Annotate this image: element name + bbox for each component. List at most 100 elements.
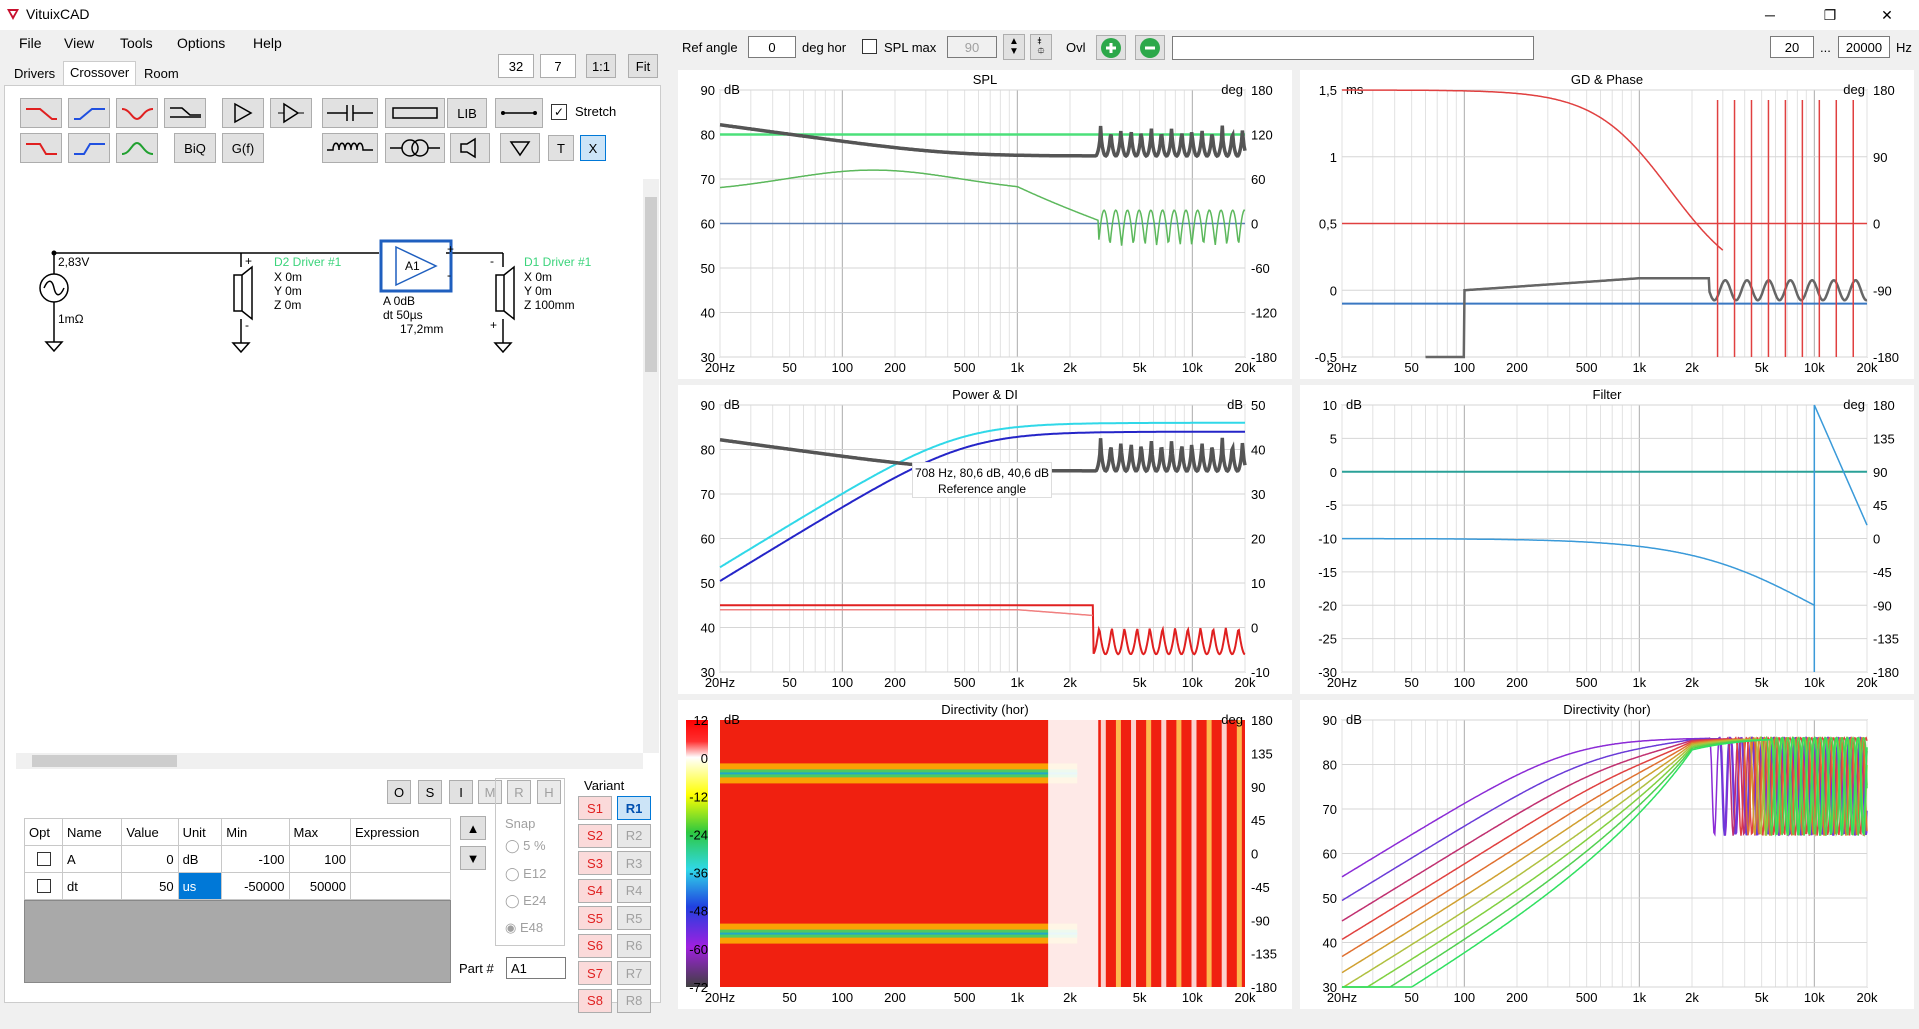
param-min[interactable]: -50000	[221, 872, 290, 900]
snap-option-e12[interactable]: ◯ E12	[505, 866, 547, 881]
variant-s7-button[interactable]: S7	[578, 961, 612, 985]
param-expression[interactable]	[350, 872, 451, 900]
minimize-button[interactable]: ─	[1765, 7, 1775, 23]
op-o-button[interactable]: O	[387, 780, 411, 804]
zoom-fit-button[interactable]: Fit	[628, 54, 658, 78]
variant-r8-button[interactable]: R8	[617, 988, 651, 1013]
ref-angle-input[interactable]	[748, 36, 796, 58]
directivity-map-plot[interactable]: Directivity (hor) 12 0 -12 -24 -36 -48 -60 -72 1…	[678, 700, 1292, 1009]
lowpass-2-button[interactable]	[20, 133, 62, 163]
op-i-button[interactable]: I	[449, 780, 473, 804]
op-m-button[interactable]: M	[478, 780, 502, 804]
param-unit[interactable]: dB	[177, 845, 223, 873]
notch-button[interactable]	[116, 98, 158, 128]
overlay-select[interactable]	[1172, 36, 1534, 60]
menu-tools[interactable]: Tools	[120, 35, 153, 51]
spl-max-checkbox[interactable]	[862, 39, 877, 54]
variant-r7-button[interactable]: R7	[617, 961, 651, 985]
biquad-button[interactable]: BiQ	[174, 133, 216, 163]
variant-r5-button[interactable]: R5	[617, 906, 651, 930]
param-value[interactable]: 50	[121, 872, 179, 900]
highpass-1-button[interactable]	[68, 98, 110, 128]
freq-max-input[interactable]	[1838, 36, 1890, 58]
menu-file[interactable]: File	[19, 35, 42, 51]
inductor-button[interactable]	[322, 133, 378, 163]
directivity-curves-plot[interactable]: Directivity (hor) 90 80 70 60 50 40 30 20Hz 50 10…	[1300, 700, 1914, 1009]
lowpass-1-button[interactable]	[20, 98, 62, 128]
menu-options[interactable]: Options	[177, 35, 226, 51]
amplifier-button[interactable]	[222, 98, 264, 128]
menu-help[interactable]: Help	[253, 35, 282, 51]
param-value[interactable]: 0	[121, 845, 179, 873]
opt-checkbox[interactable]	[37, 879, 51, 893]
variant-r1-button[interactable]: R1	[617, 796, 651, 820]
snap-option-e24[interactable]: ◯ E24	[505, 893, 547, 908]
part-input[interactable]	[506, 957, 566, 979]
text-button[interactable]: T	[548, 135, 574, 161]
move-down-button[interactable]: ▼	[460, 846, 486, 870]
transfer-function-button[interactable]: G(f)	[222, 133, 264, 163]
buffer-button[interactable]	[270, 98, 312, 128]
restore-button[interactable]: ❐	[1823, 6, 1837, 23]
variant-r2-button[interactable]: R2	[617, 823, 651, 848]
snap-option-e48[interactable]: ◉ E48	[505, 920, 544, 935]
power-di-plot[interactable]: Power & DI 90 80 70 60 50 40 30 50 40 30 20 10 0 -10 2…	[678, 385, 1292, 694]
zoom-1to1-button[interactable]: 1:1	[586, 54, 616, 78]
param-expression[interactable]	[350, 845, 451, 873]
variant-r6-button[interactable]: R6	[617, 933, 651, 958]
variant-s3-button[interactable]: S3	[578, 851, 612, 875]
spin-updown-button[interactable]: ▲ ▼	[1003, 34, 1025, 60]
param-unit[interactable]: us	[177, 872, 223, 900]
freq-min-input[interactable]	[1770, 36, 1814, 58]
spl-plot[interactable]: SPL 90 80 70 60 50 40 30 180 120 60 0 -60 -120 -180 20…	[678, 70, 1292, 379]
d2-driver-label[interactable]: D2 Driver #1	[274, 255, 342, 269]
param-max[interactable]: 50000	[288, 872, 352, 900]
spl-max-input[interactable]	[947, 36, 997, 58]
param-max[interactable]: 100	[288, 845, 352, 873]
delete-button[interactable]: X	[580, 135, 606, 161]
variant-s4-button[interactable]: S4	[578, 878, 612, 903]
capacitor-button[interactable]	[322, 98, 378, 128]
ground-button[interactable]	[500, 133, 540, 163]
zoom-value-1[interactable]: 32	[498, 54, 534, 78]
spin-limit-button[interactable]: ⯒ ⯐	[1030, 34, 1052, 60]
transformer-button[interactable]	[385, 133, 445, 163]
filter-plot[interactable]: Filter 10 5 0 -5 -10 -15 -20 -25 -30 180 135 90 45 0-…	[1300, 385, 1914, 694]
variant-s8-button[interactable]: S8	[578, 988, 612, 1013]
variant-s2-button[interactable]: S2	[578, 823, 612, 848]
highpass-2-button[interactable]	[68, 133, 110, 163]
overlay-remove-button[interactable]	[1135, 35, 1165, 60]
variant-s5-button[interactable]: S5	[578, 906, 612, 930]
snap-option-5pct[interactable]: ◯ 5 %	[505, 838, 546, 853]
d1-driver-label[interactable]: D1 Driver #1	[524, 255, 592, 269]
gd-phase-plot[interactable]: GD & Phase 1,5 1 0,5 0 -0,5 180 90 0 -90 -180 20Hz…	[1300, 70, 1914, 379]
tab-drivers[interactable]: Drivers	[14, 66, 56, 81]
amp-label[interactable]: A1	[405, 259, 420, 273]
variant-r4-button[interactable]: R4	[617, 878, 651, 903]
menu-view[interactable]: View	[64, 35, 95, 51]
bandpass-button[interactable]	[116, 133, 158, 163]
scroll-thumb[interactable]	[32, 755, 177, 767]
resistor-button[interactable]	[385, 98, 445, 128]
op-r-button[interactable]: R	[507, 780, 531, 804]
overlay-add-button[interactable]	[1096, 35, 1126, 60]
library-button[interactable]: LIB	[447, 98, 487, 128]
scroll-thumb[interactable]	[645, 197, 657, 372]
variant-r3-button[interactable]: R3	[617, 851, 651, 875]
op-h-button[interactable]: H	[537, 780, 561, 804]
opt-checkbox[interactable]	[37, 852, 51, 866]
wire-button[interactable]	[495, 98, 543, 128]
variant-s1-button[interactable]: S1	[578, 796, 612, 820]
driver-button[interactable]	[450, 133, 490, 163]
tab-crossover[interactable]: Crossover	[63, 61, 137, 86]
op-s-button[interactable]: S	[418, 780, 442, 804]
variant-s6-button[interactable]: S6	[578, 933, 612, 958]
zoom-value-2[interactable]: 7	[540, 54, 576, 78]
shelf-button[interactable]	[164, 98, 206, 128]
tab-room[interactable]: Room	[144, 66, 179, 81]
close-button[interactable]: ✕	[1881, 6, 1893, 23]
canvas-horizontal-scrollbar[interactable]	[16, 753, 643, 769]
stretch-checkbox[interactable]: ✓	[551, 104, 567, 120]
schematic-canvas[interactable]: + - + - - + 2,83V 1mΩ D2 Driver #1 X 0m …	[16, 179, 643, 753]
canvas-vertical-scrollbar[interactable]	[643, 179, 659, 753]
